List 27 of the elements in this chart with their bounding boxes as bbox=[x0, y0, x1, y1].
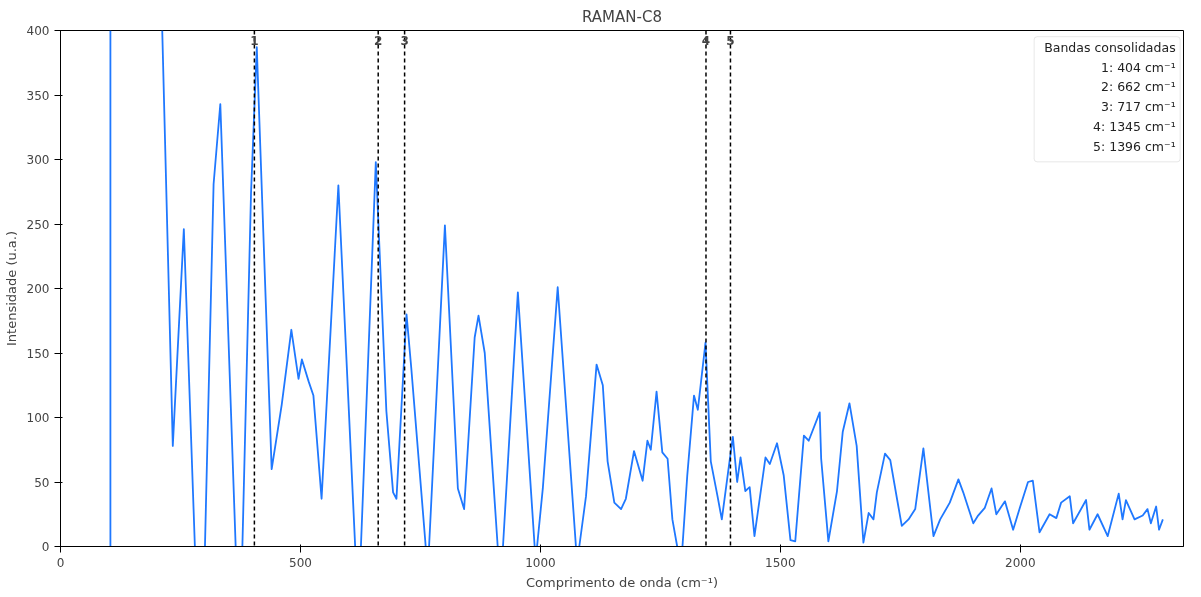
y-tick-label: 200 bbox=[26, 282, 50, 296]
chart-title: RAMAN-C8 bbox=[582, 7, 662, 26]
annotation: 4: 1345 cm⁻¹ bbox=[1093, 119, 1176, 135]
x-axis-title: Comprimento de onda (cm⁻¹) bbox=[526, 574, 718, 590]
legend-title: Bandas consolidadas bbox=[1044, 39, 1176, 55]
x-tick-label: 1000 bbox=[525, 555, 556, 570]
annotation: 2 bbox=[374, 33, 383, 48]
annotation: 5 bbox=[726, 33, 735, 48]
x-tick-label: 0 bbox=[56, 555, 65, 570]
y-tick-label: 100 bbox=[26, 411, 50, 425]
y-tick-label: 150 bbox=[26, 346, 50, 361]
annotation: 3: 717 cm⁻¹ bbox=[1101, 99, 1176, 115]
y-tick-label: 250 bbox=[26, 217, 50, 232]
y-tick-label: 350 bbox=[26, 88, 50, 103]
annotation: 5: 1396 cm⁻¹ bbox=[1093, 139, 1176, 154]
y-tick-label: 50 bbox=[34, 475, 50, 490]
annotation: 1 bbox=[250, 33, 259, 48]
annotation: 3 bbox=[400, 33, 409, 48]
x-tick-label: 1500 bbox=[765, 555, 796, 570]
y-tick-label: 300 bbox=[26, 153, 50, 167]
y-tick-label: 400 bbox=[26, 24, 50, 38]
x-tick-label: 500 bbox=[289, 555, 312, 570]
annotation: 2: 662 cm⁻¹ bbox=[1101, 79, 1176, 95]
annotation: 1: 404 cm⁻¹ bbox=[1101, 59, 1176, 75]
x-tick-label: 2000 bbox=[1005, 555, 1036, 570]
y-axis-title: Intensidade (u.a.) bbox=[3, 230, 19, 346]
y-tick-label: 0 bbox=[41, 540, 50, 554]
